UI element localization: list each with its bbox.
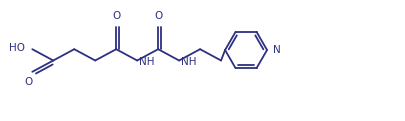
Text: O: O [24,77,32,87]
Text: NH: NH [139,57,155,67]
Text: N: N [273,45,281,55]
Text: O: O [112,11,120,21]
Text: NH: NH [181,57,196,67]
Text: O: O [154,11,162,21]
Text: HO: HO [9,43,25,53]
